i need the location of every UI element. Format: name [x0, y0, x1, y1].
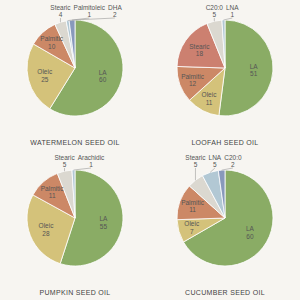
pie-slice [177, 66, 225, 100]
data-label: Palmitic [181, 199, 205, 206]
pie [27, 170, 123, 266]
pie-slice [207, 20, 225, 68]
data-label: Oleic [184, 220, 200, 227]
pie-slice [219, 20, 273, 116]
chart-title: PUMPKIN SEED OIL [40, 289, 111, 296]
pie-slice [66, 20, 75, 68]
data-label: Stearic [50, 4, 71, 11]
pie-slice [202, 170, 225, 218]
data-label: Stearic [185, 154, 206, 161]
data-label: 60 [246, 233, 254, 240]
chart-canvas: LA60Oleic25Palmitic10Stearic4Palmitoleic… [0, 0, 300, 300]
data-labels: LA55 Oleic28 Palmitic11 Stearic5 Arachidic1 [39, 154, 108, 237]
data-label: 25 [41, 76, 49, 83]
leader-line [60, 18, 61, 22]
data-label: Palmitoleic [74, 4, 106, 11]
data-label: LA [99, 215, 108, 222]
chart-title: CUCUMBER SEED OIL [185, 289, 265, 296]
chart-title: LOOFAH SEED OIL [191, 139, 258, 146]
data-label: 5 [63, 161, 67, 168]
chart-title: WATERMELON SEED OIL [30, 139, 119, 146]
data-label: Oleic [202, 91, 218, 98]
data-label: 5 [213, 11, 217, 18]
leader-line [214, 18, 215, 21]
data-label: Oleic [39, 222, 55, 229]
leader-line [223, 18, 232, 20]
data-label: C20:0 [206, 4, 224, 11]
data-label: 11 [49, 192, 56, 199]
data-labels: LA60Oleic7Palmitic11Stearic5LNA5C20:02 [181, 154, 254, 240]
pie-slice [218, 170, 225, 218]
leader-line [195, 168, 196, 180]
pie-slice [69, 20, 75, 68]
data-label: Palmitic [40, 35, 64, 42]
pie-slice [57, 170, 75, 218]
data-label: 2 [113, 11, 117, 18]
leader-line [72, 18, 115, 20]
data-label: Stearic [189, 43, 210, 50]
data-label: 12 [189, 80, 197, 87]
data-label: LNA [209, 154, 222, 161]
data-label: LA [246, 225, 255, 232]
data-label: 60 [99, 76, 107, 83]
leader-line [222, 168, 233, 170]
data-label: 18 [196, 50, 204, 57]
data-label: 7 [190, 228, 194, 235]
data-label: Arachidic [78, 154, 105, 161]
data-label: DHA [108, 4, 122, 11]
data-label: 5 [194, 161, 198, 168]
data-label: LA [250, 63, 259, 70]
data-label: 1 [231, 11, 235, 18]
leader-line [73, 168, 91, 170]
pie [177, 20, 273, 116]
background [0, 0, 300, 300]
data-label: 5 [213, 161, 217, 168]
data-label: Oleic [37, 68, 53, 75]
data-label: 55 [100, 223, 108, 230]
data-label: 1 [89, 161, 93, 168]
pie-slice [55, 21, 75, 68]
data-label: 51 [250, 70, 258, 77]
data-label: 11 [189, 206, 196, 213]
data-label: Palmitic [181, 73, 205, 80]
pie [177, 170, 273, 266]
leader-line [64, 168, 65, 171]
data-labels: LA60 Oleic25 Palmitic10 Stearic4 Palmitoleic… [37, 4, 122, 84]
pie-slice [222, 20, 225, 68]
data-label: C20:0 [224, 154, 242, 161]
data-label: 1 [87, 11, 91, 18]
data-label: LA [99, 69, 108, 76]
leader-line [210, 168, 215, 172]
data-label: 4 [59, 11, 63, 18]
pie [27, 20, 123, 116]
data-label: 11 [206, 99, 213, 106]
data-label: Palmitic [41, 185, 65, 192]
pie-slice [72, 170, 75, 218]
data-label: LNA [226, 4, 239, 11]
data-label: 2 [231, 161, 235, 168]
data-label: 10 [48, 43, 56, 50]
data-labels: LA51 Oleic11 Palmitic12 Stearic18 C20:05 LNA1 [181, 4, 258, 106]
data-label: Stearic [54, 154, 75, 161]
data-label: 28 [42, 230, 50, 237]
pie-slice [177, 218, 225, 242]
